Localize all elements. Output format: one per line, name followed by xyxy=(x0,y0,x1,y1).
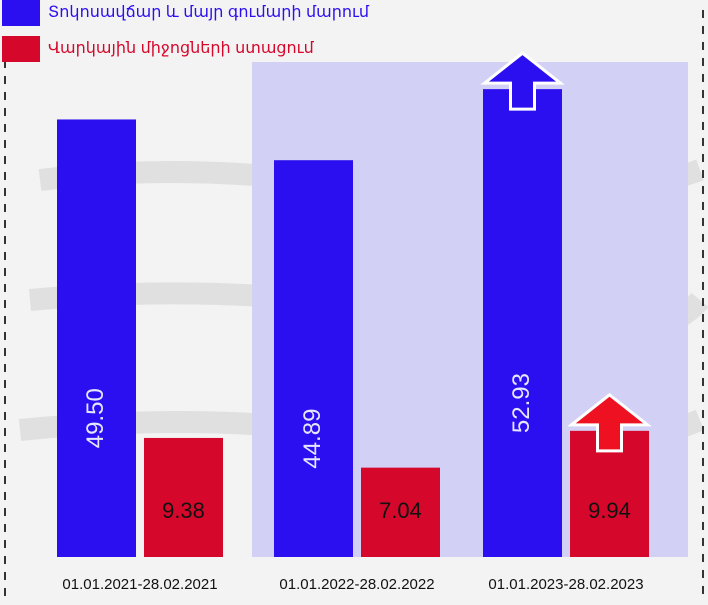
value-label: 9.38 xyxy=(162,498,205,523)
x-tick-label: 01.01.2021-28.02.2021 xyxy=(62,576,217,593)
bar xyxy=(144,437,223,557)
legend: Տոկոսավճար և մայր գումարի մարում Վարկային… xyxy=(2,0,370,62)
bar xyxy=(274,160,353,557)
value-label: 44.89 xyxy=(299,409,326,469)
bar xyxy=(483,89,562,558)
bar xyxy=(57,119,136,558)
legend-swatch xyxy=(2,36,40,62)
x-tick-label: 01.01.2023-28.02.2023 xyxy=(488,576,643,593)
legend-label: Վարկային միջոցների ստացում xyxy=(48,40,315,57)
trend-arrow xyxy=(567,392,652,453)
value-label: 52.93 xyxy=(508,373,535,433)
legend-swatch xyxy=(2,0,40,26)
value-label: 7.04 xyxy=(379,498,422,523)
legend-label: Տոկոսավճար և մայր գումարի մարում xyxy=(48,4,370,21)
x-tick-label: 01.01.2022-28.02.2022 xyxy=(279,576,434,593)
bar xyxy=(361,467,440,557)
trend-arrow xyxy=(480,51,565,111)
value-label: 49.50 xyxy=(82,388,109,448)
value-label: 9.94 xyxy=(588,498,631,523)
